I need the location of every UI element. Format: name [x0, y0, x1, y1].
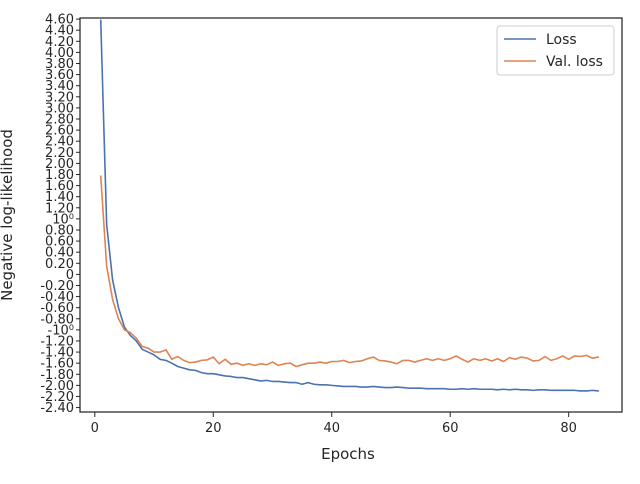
y-tick-label: -2.00 — [40, 379, 74, 394]
x-tick-label: 20 — [205, 421, 222, 436]
y-tick-label: 1.60 — [45, 179, 74, 194]
x-tick-label: 80 — [560, 421, 577, 436]
y-tick-label: -0.60 — [40, 301, 74, 316]
y-axis-label: Negative log-likelihood — [0, 129, 16, 301]
y-tick-label: -0.80 — [40, 312, 74, 327]
y-tick-label: -1.20 — [40, 334, 74, 349]
x-tick-label: 60 — [442, 421, 459, 436]
y-tick-label: 3.40 — [45, 79, 74, 94]
y-axis: 4.604.404.204.003.803.603.403.203.002.80… — [40, 13, 80, 416]
y-tick-label: 3.00 — [45, 101, 74, 116]
y-tick-label: 4.00 — [45, 46, 74, 61]
y-tick-label: -1.80 — [40, 368, 74, 383]
y-tick-label: -1.40 — [40, 346, 74, 361]
y-tick-label: -0.20 — [40, 279, 74, 294]
y-tick-label: 1.80 — [45, 168, 74, 183]
y-tick-label: 0 — [66, 268, 74, 283]
y-tick-label: -10⁰ — [48, 323, 74, 338]
y-tick-label: 0.80 — [45, 223, 74, 238]
series-line-val-loss — [99, 175, 600, 368]
y-tick-label: 3.60 — [45, 68, 74, 83]
y-tick-label: 2.20 — [45, 146, 74, 161]
y-tick-label: 2.40 — [45, 135, 74, 150]
y-tick-label: 4.20 — [45, 35, 74, 50]
axes-frame — [79, 17, 623, 413]
legend-label-val-loss: Val. loss — [546, 54, 603, 70]
y-tick-label: 3.20 — [45, 90, 74, 105]
plot-area — [99, 19, 600, 392]
y-tick-label: -2.20 — [40, 390, 74, 405]
legend: Loss Val. loss — [496, 25, 615, 76]
series-line-loss — [99, 19, 600, 392]
y-tick-label: 2.80 — [45, 112, 74, 127]
y-tick-label: 10⁰ — [52, 212, 74, 227]
x-tick-label: 40 — [323, 421, 340, 436]
y-tick-label: 1.40 — [45, 190, 74, 205]
y-tick-label: 1.20 — [45, 201, 74, 216]
x-axis: 0 20 40 60 80 — [91, 412, 577, 436]
y-tick-label: -1.60 — [40, 357, 74, 372]
x-tick-label: 0 — [91, 421, 99, 436]
y-tick-label: 2.60 — [45, 124, 74, 139]
y-tick-label: -2.40 — [40, 401, 74, 416]
legend-label-loss: Loss — [546, 32, 577, 48]
y-tick-label: 0.40 — [45, 246, 74, 261]
x-axis-label: Epochs — [321, 445, 375, 463]
y-tick-label: 4.40 — [45, 24, 74, 39]
y-tick-label: -0.40 — [40, 290, 74, 305]
y-tick-label: 4.60 — [45, 13, 74, 28]
y-tick-label: 3.80 — [45, 57, 74, 72]
y-tick-label: 2.00 — [45, 157, 74, 172]
y-tick-label: 0.60 — [45, 235, 74, 250]
y-tick-label: 0.20 — [45, 257, 74, 272]
